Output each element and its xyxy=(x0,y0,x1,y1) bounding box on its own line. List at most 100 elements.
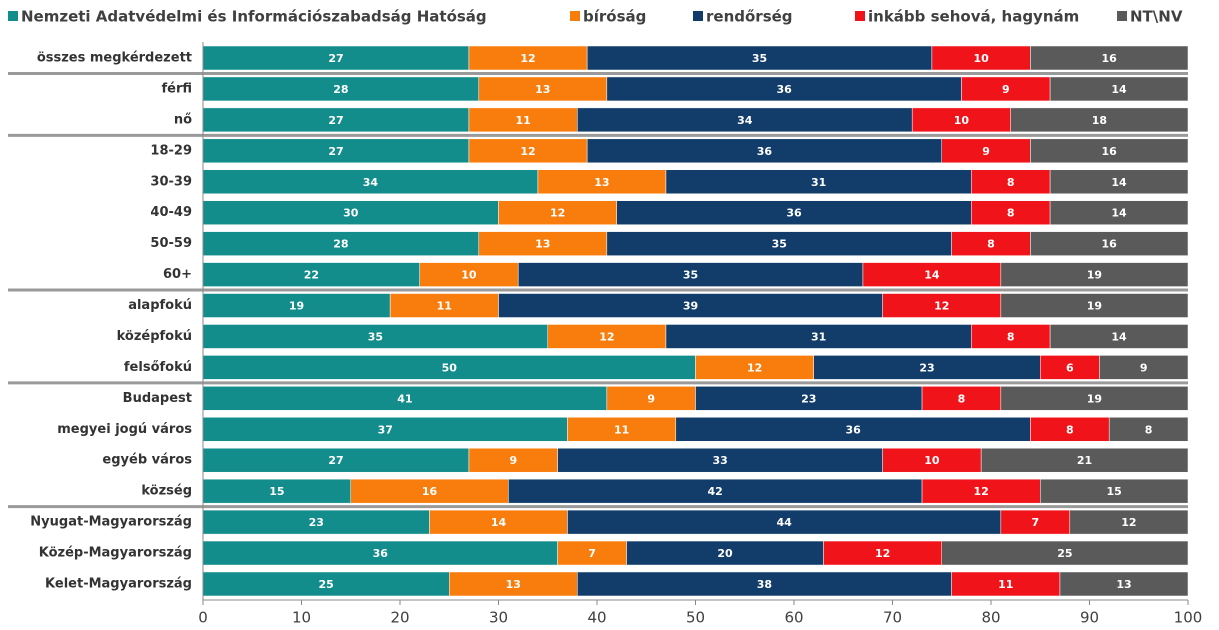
value-label: 20 xyxy=(717,547,733,560)
x-tick-label: 70 xyxy=(883,609,902,627)
y-tick-label: férfi xyxy=(161,81,192,96)
value-label: 13 xyxy=(506,578,521,591)
bar-segment xyxy=(567,509,1002,535)
value-label: 35 xyxy=(683,269,698,282)
bar-segment xyxy=(1049,76,1189,102)
bar-segment xyxy=(586,45,933,71)
bar-segment xyxy=(951,571,1061,597)
value-label: 8 xyxy=(958,392,966,405)
value-label: 11 xyxy=(614,423,629,436)
value-label: 11 xyxy=(515,114,530,127)
bar-segment xyxy=(350,478,509,504)
x-tick-label: 100 xyxy=(1174,609,1203,627)
bar-segment xyxy=(1049,324,1189,349)
value-label: 14 xyxy=(1111,176,1127,189)
bar-segment xyxy=(577,107,913,133)
bar-segment xyxy=(577,571,952,597)
bar-segment xyxy=(202,355,696,380)
bar-segment xyxy=(675,417,1031,442)
y-tick-label: nő xyxy=(174,112,192,127)
value-label: 37 xyxy=(378,423,393,436)
legend-swatch xyxy=(8,11,18,21)
value-label: 12 xyxy=(520,145,535,158)
y-tick-label: Kelet-Magyarország xyxy=(45,576,192,591)
bar-segment xyxy=(202,262,420,287)
y-tick-label: Budapest xyxy=(123,391,192,406)
x-tick-label: 60 xyxy=(784,609,803,627)
value-label: 19 xyxy=(1087,392,1102,405)
value-label: 27 xyxy=(328,454,343,467)
value-label: 9 xyxy=(982,145,990,158)
x-tick-label: 80 xyxy=(981,609,1000,627)
bar-segment xyxy=(1059,571,1189,597)
legend-label: bíróság xyxy=(583,8,646,26)
bar-segment xyxy=(1040,355,1100,380)
x-tick-label: 40 xyxy=(587,609,606,627)
value-label: 31 xyxy=(811,176,826,189)
legend-label: NT\NV xyxy=(1130,8,1183,26)
bar-segment xyxy=(971,324,1051,349)
bar-segment xyxy=(429,509,568,535)
x-tick-label: 10 xyxy=(292,609,311,627)
value-label: 10 xyxy=(924,454,940,467)
value-label: 9 xyxy=(1140,361,1148,374)
bar-segment xyxy=(921,478,1041,504)
y-tick-label: megyei jogú város xyxy=(57,422,192,437)
x-tick-label: 20 xyxy=(390,609,409,627)
value-label: 34 xyxy=(737,114,753,127)
bar-segment xyxy=(498,200,617,225)
bar-segment xyxy=(941,138,1031,164)
value-label: 12 xyxy=(875,547,890,560)
bar-segment xyxy=(202,76,480,102)
value-label: 11 xyxy=(998,578,1013,591)
y-tick-label: 60+ xyxy=(163,267,192,282)
bar-segment xyxy=(202,293,391,318)
y-tick-label: 50-59 xyxy=(150,236,192,251)
bar-segment xyxy=(626,540,824,566)
value-label: 16 xyxy=(422,485,438,498)
value-label: 14 xyxy=(491,516,507,529)
bar-segment xyxy=(202,324,548,349)
bar-segment xyxy=(202,478,351,504)
bar-segment xyxy=(547,324,667,349)
value-label: 16 xyxy=(1102,238,1118,251)
bar-segment xyxy=(586,138,943,164)
value-label: 8 xyxy=(1145,423,1153,436)
bar-segment xyxy=(1000,293,1189,318)
bar-segment xyxy=(468,447,558,473)
bar-segment xyxy=(202,571,450,597)
value-label: 7 xyxy=(1031,516,1039,529)
value-label: 41 xyxy=(397,392,412,405)
value-label: 27 xyxy=(328,114,343,127)
bar-segment xyxy=(478,231,608,256)
value-label: 27 xyxy=(328,145,343,158)
value-label: 14 xyxy=(1111,207,1127,220)
value-label: 31 xyxy=(811,330,826,343)
y-tick-label: Közép-Magyarország xyxy=(39,546,192,561)
value-label: 27 xyxy=(328,52,343,65)
value-label: 12 xyxy=(550,207,565,220)
value-label: 23 xyxy=(919,361,934,374)
value-label: 30 xyxy=(343,207,359,220)
value-label: 23 xyxy=(309,516,324,529)
value-label: 25 xyxy=(1057,547,1072,560)
bar-segment xyxy=(862,262,1002,287)
value-label: 8 xyxy=(1066,423,1074,436)
bar-segment xyxy=(557,540,627,566)
bar-segment xyxy=(202,107,470,133)
bar-segment xyxy=(449,571,578,597)
value-label: 9 xyxy=(647,392,655,405)
value-label: 36 xyxy=(845,423,861,436)
y-tick-label: összes megkérdezett xyxy=(37,51,192,66)
legend-label: Nemzeti Adatvédelmi és Információszabads… xyxy=(21,8,487,26)
bar-segment xyxy=(1030,45,1189,71)
value-label: 36 xyxy=(757,145,773,158)
bar-segment xyxy=(468,138,588,164)
bar-segment xyxy=(202,45,470,71)
value-label: 10 xyxy=(973,52,989,65)
bar-segment xyxy=(202,447,470,473)
bar-segment xyxy=(202,138,470,164)
y-tick-label: Nyugat-Magyarország xyxy=(30,515,192,530)
bar-segment xyxy=(1000,386,1189,411)
value-label: 15 xyxy=(269,485,284,498)
